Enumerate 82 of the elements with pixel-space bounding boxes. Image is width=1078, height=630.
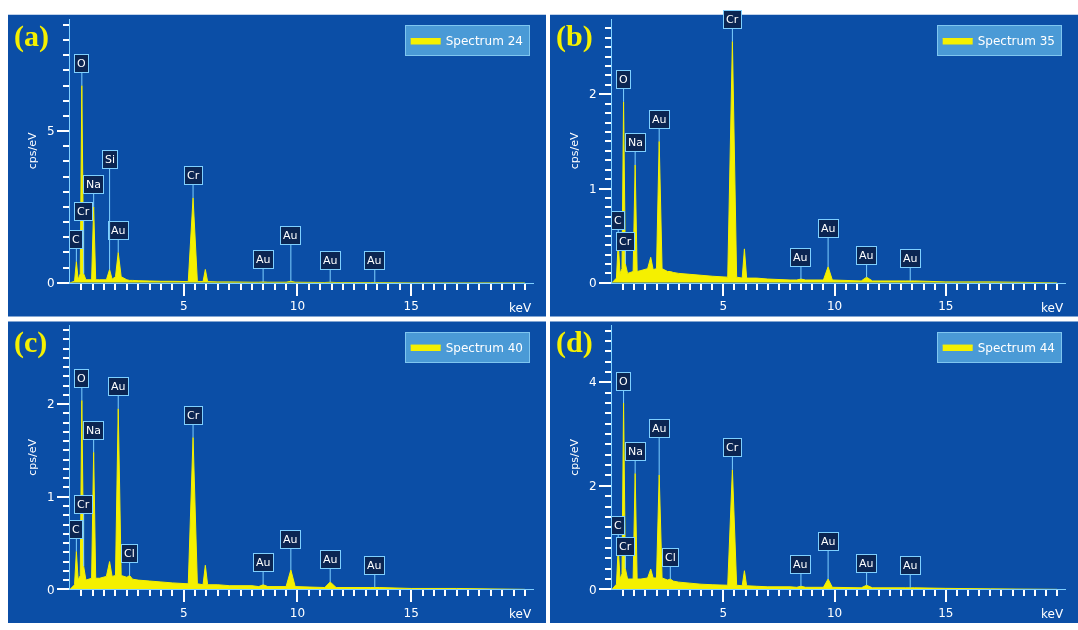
x-tick-label: 10 bbox=[289, 299, 306, 314]
annotation: Na bbox=[628, 445, 643, 458]
annotation: Au bbox=[256, 556, 271, 569]
annotation: Si bbox=[105, 153, 116, 166]
annotation: Au bbox=[793, 251, 808, 264]
y-axis-title: cps/eV bbox=[567, 438, 581, 476]
annotation: Cr bbox=[187, 409, 200, 422]
annotation: Cr bbox=[77, 205, 90, 218]
annotation: Au bbox=[903, 559, 918, 572]
annotation: C bbox=[72, 233, 80, 246]
annotation: O bbox=[77, 372, 86, 385]
x-axis-title: keV bbox=[1041, 301, 1064, 315]
annotation: Cl bbox=[124, 547, 135, 560]
y-tick-label: 2 bbox=[588, 87, 597, 102]
x-tick-label: 10 bbox=[289, 605, 306, 620]
legend-label: Spectrum 35 bbox=[977, 34, 1055, 49]
annotation: Au bbox=[821, 535, 836, 548]
annotation: Au bbox=[652, 422, 667, 435]
annotation: Au bbox=[256, 253, 271, 266]
annotation: Au bbox=[323, 254, 338, 267]
x-tick-label: 10 bbox=[826, 605, 843, 620]
annotation: Cr bbox=[619, 540, 632, 553]
annotation: Cr bbox=[726, 13, 739, 26]
x-tick-label: 15 bbox=[403, 299, 419, 314]
y-tick-label: 0 bbox=[588, 582, 597, 597]
annotation: C bbox=[72, 523, 80, 536]
annotation: O bbox=[77, 57, 86, 70]
x-tick-label: 5 bbox=[179, 299, 188, 314]
y-tick-label: 4 bbox=[588, 375, 597, 390]
annotation: Cr bbox=[77, 498, 90, 511]
chart-title: (c) bbox=[14, 325, 48, 359]
y-tick-label: 0 bbox=[588, 276, 597, 291]
annotation: Cl bbox=[665, 551, 676, 564]
annotation: Na bbox=[86, 178, 101, 191]
annotation: Cr bbox=[187, 169, 200, 182]
chart-title: (b) bbox=[556, 19, 593, 53]
chart-title: (d) bbox=[556, 325, 593, 359]
annotation: Au bbox=[283, 533, 298, 546]
x-tick-label: 15 bbox=[938, 605, 954, 620]
chart-title: (a) bbox=[14, 19, 49, 53]
y-axis-title: cps/eV bbox=[25, 438, 39, 476]
annotation: Au bbox=[323, 553, 338, 566]
y-tick-label: 0 bbox=[46, 276, 55, 291]
x-axis-title: keV bbox=[509, 301, 532, 315]
y-tick-label: 1 bbox=[46, 489, 55, 504]
annotation: C bbox=[614, 214, 622, 227]
x-axis-title: keV bbox=[1041, 607, 1064, 621]
annotation: C bbox=[614, 519, 622, 532]
y-tick-label: 2 bbox=[588, 479, 597, 494]
annotation: Au bbox=[367, 254, 382, 267]
legend-label: Spectrum 44 bbox=[977, 340, 1055, 355]
annotation: O bbox=[619, 375, 628, 388]
x-tick-label: 15 bbox=[403, 605, 419, 620]
annotation: Cr bbox=[619, 235, 632, 248]
x-tick-label: 15 bbox=[938, 299, 954, 314]
x-tick-label: 5 bbox=[719, 299, 728, 314]
legend-label: Spectrum 40 bbox=[445, 340, 523, 355]
annotation: Au bbox=[367, 559, 382, 572]
y-axis-title: cps/eV bbox=[567, 131, 581, 170]
annotation: Au bbox=[111, 380, 126, 393]
annotation: Au bbox=[283, 229, 298, 242]
annotation: Na bbox=[628, 136, 643, 149]
annotation: Au bbox=[821, 222, 836, 235]
y-axis-title: cps/eV bbox=[25, 131, 39, 170]
annotation: Au bbox=[652, 113, 667, 126]
annotation: Au bbox=[859, 557, 874, 570]
x-tick-label: 10 bbox=[826, 299, 843, 314]
annotation: Au bbox=[111, 224, 126, 237]
x-tick-label: 5 bbox=[179, 605, 188, 620]
annotation: Au bbox=[859, 249, 874, 262]
y-tick-label: 0 bbox=[46, 582, 55, 597]
annotation: Cr bbox=[726, 441, 739, 454]
legend-label: Spectrum 24 bbox=[445, 34, 523, 49]
x-axis-title: keV bbox=[509, 607, 532, 621]
x-tick-label: 5 bbox=[719, 605, 728, 620]
annotation: Au bbox=[903, 252, 918, 265]
annotation: Au bbox=[793, 558, 808, 571]
annotation: Na bbox=[86, 424, 101, 437]
y-tick-label: 5 bbox=[46, 124, 55, 139]
y-tick-label: 1 bbox=[588, 181, 597, 196]
y-tick-label: 2 bbox=[46, 397, 55, 412]
annotation: O bbox=[619, 73, 628, 86]
